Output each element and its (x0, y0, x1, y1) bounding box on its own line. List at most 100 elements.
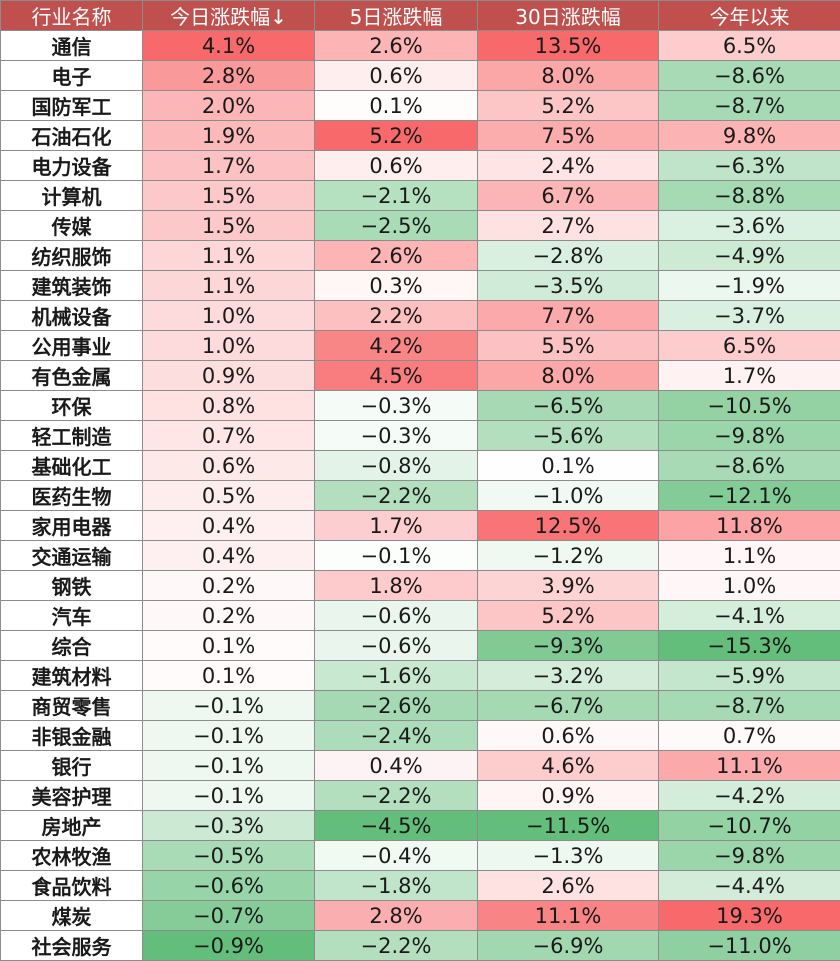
5day-change-cell: 0.1% (315, 91, 478, 121)
30day-change-cell: 8.0% (478, 61, 659, 91)
industry-name-cell: 房地产 (1, 811, 143, 841)
ytd-change-cell: −4.2% (659, 781, 840, 811)
industry-name-cell: 建筑装饰 (1, 271, 143, 301)
industry-name-cell: 纺织服饰 (1, 241, 143, 271)
table-header-row: 行业名称 今日涨跌幅↓ 5日涨跌幅 30日涨跌幅 今年以来 (1, 1, 840, 31)
5day-change-cell: −2.6% (315, 691, 478, 721)
today-change-cell: −0.1% (143, 781, 315, 811)
ytd-change-cell: −4.1% (659, 601, 840, 631)
ytd-change-cell: −4.9% (659, 241, 840, 271)
30day-change-cell: 13.5% (478, 31, 659, 61)
ytd-change-cell: −8.6% (659, 451, 840, 481)
ytd-change-cell: −1.9% (659, 271, 840, 301)
5day-change-cell: −0.8% (315, 451, 478, 481)
30day-change-cell: −1.0% (478, 481, 659, 511)
today-change-cell: 0.4% (143, 541, 315, 571)
industry-name-cell: 非银金融 (1, 721, 143, 751)
industry-name-cell: 煤炭 (1, 901, 143, 931)
industry-name-cell: 国防军工 (1, 91, 143, 121)
30day-change-cell: 7.7% (478, 301, 659, 331)
5day-change-cell: −0.6% (315, 631, 478, 661)
5day-change-cell: −0.4% (315, 841, 478, 871)
today-change-cell: 2.8% (143, 61, 315, 91)
30day-change-cell: 5.5% (478, 331, 659, 361)
table-row: 银行−0.1%0.4%4.6%11.1% (1, 751, 840, 781)
30day-change-cell: 11.1% (478, 901, 659, 931)
today-change-cell: 1.7% (143, 151, 315, 181)
header-industry-name[interactable]: 行业名称 (1, 1, 143, 31)
ytd-change-cell: −8.6% (659, 61, 840, 91)
30day-change-cell: −6.9% (478, 931, 659, 961)
ytd-change-cell: 11.8% (659, 511, 840, 541)
30day-change-cell: 3.9% (478, 571, 659, 601)
30day-change-cell: 5.2% (478, 91, 659, 121)
industry-name-cell: 农林牧渔 (1, 841, 143, 871)
today-change-cell: 2.0% (143, 91, 315, 121)
ytd-change-cell: −8.8% (659, 181, 840, 211)
30day-change-cell: 4.6% (478, 751, 659, 781)
5day-change-cell: −0.3% (315, 421, 478, 451)
30day-change-cell: −5.6% (478, 421, 659, 451)
header-ytd-change[interactable]: 今年以来 (659, 1, 840, 31)
industry-name-cell: 银行 (1, 751, 143, 781)
30day-change-cell: −3.2% (478, 661, 659, 691)
today-change-cell: 0.1% (143, 661, 315, 691)
today-change-cell: 0.9% (143, 361, 315, 391)
5day-change-cell: 0.3% (315, 271, 478, 301)
industry-name-cell: 社会服务 (1, 931, 143, 961)
header-5day-change[interactable]: 5日涨跌幅 (315, 1, 478, 31)
5day-change-cell: 1.7% (315, 511, 478, 541)
5day-change-cell: 4.2% (315, 331, 478, 361)
today-change-cell: −0.3% (143, 811, 315, 841)
industry-name-cell: 电力设备 (1, 151, 143, 181)
ytd-change-cell: −10.7% (659, 811, 840, 841)
5day-change-cell: −0.6% (315, 601, 478, 631)
today-change-cell: −0.1% (143, 721, 315, 751)
today-change-cell: −0.7% (143, 901, 315, 931)
table-row: 非银金融−0.1%−2.4%0.6%0.7% (1, 721, 840, 751)
30day-change-cell: 7.5% (478, 121, 659, 151)
5day-change-cell: 5.2% (315, 121, 478, 151)
5day-change-cell: −1.6% (315, 661, 478, 691)
5day-change-cell: 2.2% (315, 301, 478, 331)
header-today-change[interactable]: 今日涨跌幅↓ (143, 1, 315, 31)
industry-name-cell: 交通运输 (1, 541, 143, 571)
30day-change-cell: −6.5% (478, 391, 659, 421)
industry-name-cell: 汽车 (1, 601, 143, 631)
30day-change-cell: −1.2% (478, 541, 659, 571)
5day-change-cell: 1.8% (315, 571, 478, 601)
header-30day-change[interactable]: 30日涨跌幅 (478, 1, 659, 31)
30day-change-cell: −11.5% (478, 811, 659, 841)
5day-change-cell: −2.1% (315, 181, 478, 211)
5day-change-cell: −4.5% (315, 811, 478, 841)
today-change-cell: −0.1% (143, 691, 315, 721)
today-change-cell: 0.2% (143, 601, 315, 631)
ytd-change-cell: 0.7% (659, 721, 840, 751)
30day-change-cell: −6.7% (478, 691, 659, 721)
industry-name-cell: 建筑材料 (1, 661, 143, 691)
ytd-change-cell: −10.5% (659, 391, 840, 421)
30day-change-cell: 0.6% (478, 721, 659, 751)
5day-change-cell: 2.6% (315, 31, 478, 61)
ytd-change-cell: −4.4% (659, 871, 840, 901)
ytd-change-cell: −11.0% (659, 931, 840, 961)
today-change-cell: 1.0% (143, 331, 315, 361)
industry-name-cell: 综合 (1, 631, 143, 661)
today-change-cell: 1.9% (143, 121, 315, 151)
industry-name-cell: 有色金属 (1, 361, 143, 391)
today-change-cell: −0.5% (143, 841, 315, 871)
industry-name-cell: 电子 (1, 61, 143, 91)
30day-change-cell: 2.6% (478, 871, 659, 901)
